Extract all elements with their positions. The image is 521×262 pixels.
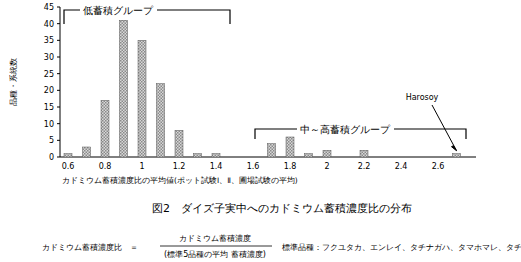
- x-tick-label: 1.8: [284, 162, 297, 171]
- bar: [175, 130, 183, 157]
- title: 図2 ダイズ子実中へのカドミウム蓄積濃度比の分布: [152, 202, 412, 215]
- y-tick: [57, 57, 60, 58]
- bar: [342, 157, 350, 158]
- y-tick: [57, 90, 60, 91]
- y-tick-label: 25: [44, 70, 54, 79]
- x-tick-label: 2.2: [358, 162, 371, 171]
- bar: [194, 154, 202, 157]
- x-tick-label: 1.6: [247, 162, 260, 171]
- y-tick-label: 40: [44, 20, 54, 29]
- y-tick: [57, 157, 60, 158]
- annotation: 低蓄積グループ: [83, 5, 154, 16]
- x-tick-label: 2: [324, 162, 329, 171]
- formula-numerator: カドミウム蓄積濃度: [179, 234, 251, 243]
- y-tick-label: 10: [44, 120, 54, 129]
- y-tick-label: 20: [44, 86, 54, 95]
- bar: [138, 40, 146, 157]
- fraction-bar: [160, 246, 272, 247]
- y-tick-label: 5: [49, 136, 54, 145]
- bar: [416, 157, 424, 158]
- bar: [305, 154, 313, 157]
- y-tick: [57, 140, 60, 141]
- y-tick-label: 35: [44, 36, 54, 45]
- bar: [268, 144, 276, 157]
- bar: [120, 20, 128, 157]
- bar: [64, 154, 72, 157]
- chart: 0 5 10 15 20 25 30 35 40 45 0.6 0.8 1 1.2 1.4 1.6 1.8 2 2.…: [0, 0, 521, 262]
- formula-denominator: (標準5品種の平均 蓄積濃度): [164, 250, 266, 259]
- annotation-arrow: [432, 105, 457, 151]
- bar: [453, 154, 461, 157]
- x-axis-label: カドミウム蓄積濃度比の平均値(ポット試験Ⅰ、Ⅱ、圃場試験の平均): [62, 176, 298, 185]
- y-tick: [57, 7, 60, 8]
- bars: [64, 20, 461, 157]
- annotation-bg: [80, 4, 157, 17]
- bar: [212, 154, 220, 157]
- bar: [83, 147, 91, 157]
- annotation-bg: [297, 123, 394, 136]
- bar: [379, 157, 387, 158]
- x-tick-label: 1.2: [173, 162, 186, 171]
- x-tick-label: 1: [139, 162, 144, 171]
- y-tick: [57, 107, 60, 108]
- y-tick-label: 0: [49, 153, 54, 162]
- bar: [397, 157, 405, 158]
- annotation: Harosoy: [406, 93, 439, 102]
- x-tick-label: 0.6: [62, 162, 75, 171]
- x-tick-label: 0.8: [99, 162, 112, 171]
- y-tick-label: 45: [44, 3, 54, 12]
- x-tick-label: 2.4: [395, 162, 408, 171]
- y-axis-label: 品種・系統数: [9, 58, 18, 106]
- bar: [249, 157, 257, 158]
- y-tick: [57, 40, 60, 41]
- y-tick: [57, 23, 60, 24]
- y-tick-label: 30: [44, 53, 54, 62]
- annotation: 中～高蓄積グループ: [300, 124, 391, 135]
- bar: [360, 150, 368, 157]
- bar: [101, 100, 109, 157]
- standard-varieties: 標準品種：フクユタカ、エンレイ、タチナガハ、タマホマレ、タチユタカ: [282, 243, 521, 252]
- y-tick: [57, 123, 60, 124]
- formula-label: カドミウム蓄積濃度比 ＝: [42, 243, 138, 252]
- bar: [231, 157, 239, 158]
- y-axis: [60, 7, 61, 157]
- x-tick-label: 2.6: [432, 162, 445, 171]
- arrow-head: [452, 146, 457, 151]
- x-tick-label: 1.4: [210, 162, 223, 171]
- bar: [157, 84, 165, 157]
- bar: [434, 157, 442, 158]
- y-tick-label: 15: [44, 103, 54, 112]
- bar: [286, 137, 294, 157]
- bar: [323, 150, 331, 157]
- y-tick: [57, 73, 60, 74]
